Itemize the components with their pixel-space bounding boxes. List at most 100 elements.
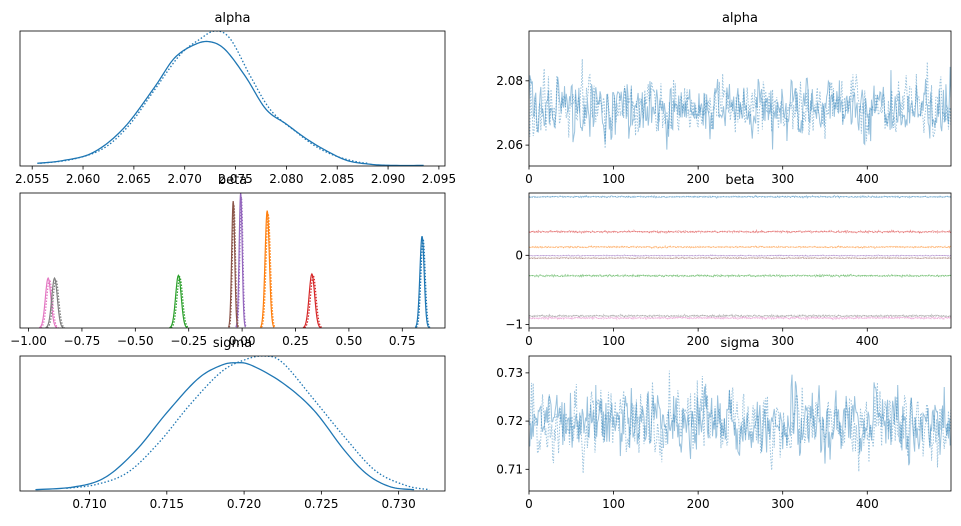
- beta-density-xtick-label: −0.25: [170, 334, 207, 348]
- sigma-density-plot-area: [35, 356, 430, 491]
- beta-density-xtick-label: −1.00: [10, 334, 47, 348]
- beta-trace-trace-1-dotted: [529, 229, 951, 235]
- beta-trace-plot-area: [529, 194, 951, 321]
- beta-trace-trace-0-solid: [529, 194, 951, 199]
- sigma-trace-panel: 0 100 200 300 400 0.71 0.72 0.73 sigma: [496, 336, 952, 511]
- beta-trace-trace-6-dotted: [529, 313, 951, 318]
- sigma-trace-xtick-label: 400: [856, 497, 879, 511]
- beta-trace-xtick-label: 0: [525, 334, 533, 348]
- beta-trace-trace-7-solid: [529, 315, 951, 321]
- alpha-density-xtick-label: 2.075: [218, 172, 252, 186]
- alpha-density-panel: 2.055 2.060 2.065 2.070 2.075 2.080 2.085 2.090…: [15, 11, 456, 186]
- beta-trace-trace-4-dotted: [529, 256, 951, 260]
- beta-trace-title: beta: [725, 173, 754, 188]
- alpha-density-xtick-label: 2.070: [168, 172, 202, 186]
- beta-trace-trace-1-solid: [529, 228, 951, 235]
- alpha-density-series-dotted: [40, 31, 368, 164]
- beta-density-peak-0-solid: [414, 236, 430, 328]
- sigma-trace-xtick-label: 300: [771, 497, 794, 511]
- alpha-trace-title: alpha: [722, 11, 758, 26]
- alpha-trace-xtick-label: 200: [687, 172, 710, 186]
- beta-density-peak-0-dotted: [415, 238, 431, 328]
- alpha-density-xtick-label: 2.055: [15, 172, 49, 186]
- alpha-density-xtick-label: 2.095: [422, 172, 456, 186]
- alpha-trace-plot-area: [529, 59, 951, 150]
- beta-density-peak-6-dotted: [40, 278, 59, 328]
- alpha-density-xtick-label: 2.080: [269, 172, 303, 186]
- beta-trace-trace-3-solid: [529, 254, 951, 257]
- beta-trace-trace-6-solid: [529, 313, 951, 319]
- sigma-trace-chain-solid: [529, 374, 951, 466]
- alpha-trace-xtick-label: 400: [856, 172, 879, 186]
- beta-density-peak-2-dotted: [170, 275, 189, 328]
- sigma-density-xtick-label: 0.710: [72, 497, 106, 511]
- alpha-density-plot-area: [37, 31, 424, 166]
- beta-density-plot-area: [39, 193, 431, 328]
- sigma-trace-plot-area: [529, 370, 951, 474]
- sigma-trace-xtick-label: 0: [525, 497, 533, 511]
- alpha-trace-xtick-label: 0: [525, 172, 533, 186]
- beta-density-frame: [19, 192, 446, 329]
- alpha-trace-chain-dotted: [529, 59, 951, 149]
- alpha-trace-frame: [528, 30, 952, 167]
- alpha-trace-panel: 0 100 200 300 400 2.06 2.08 alpha: [496, 11, 952, 186]
- beta-trace-trace-0-dotted: [529, 195, 951, 199]
- alpha-density-xtick-label: 2.085: [320, 172, 354, 186]
- alpha-density-series-solid: [37, 40, 424, 166]
- beta-density-xtick-label: −0.50: [117, 334, 154, 348]
- beta-trace-xtick-label: 400: [856, 334, 879, 348]
- beta-trace-ytick-label: 0: [515, 248, 523, 262]
- beta-density-peak-5-dotted: [228, 204, 240, 328]
- beta-density-peak-4-dotted: [236, 196, 247, 328]
- beta-trace-trace-7-dotted: [529, 314, 951, 321]
- sigma-density-xtick-label: 0.730: [381, 497, 415, 511]
- sigma-density-title: sigma: [213, 336, 252, 351]
- beta-density-peak-3-dotted: [304, 274, 323, 328]
- beta-trace-xtick-label: 300: [771, 334, 794, 348]
- sigma-trace-frame: [528, 355, 952, 492]
- beta-density-peak-3-solid: [302, 272, 322, 328]
- beta-density-xtick-label: −0.75: [64, 334, 101, 348]
- alpha-density-title: alpha: [214, 11, 250, 26]
- alpha-density-xtick-label: 2.090: [371, 172, 405, 186]
- beta-density-panel: −1.00 −0.75 −0.50 −0.25 0.00 0.25 0.50 0.75 beta: [10, 173, 446, 348]
- beta-trace-trace-2-dotted: [529, 245, 951, 250]
- sigma-trace-chain-dotted: [529, 370, 951, 474]
- alpha-trace-ytick-label: 2.08: [496, 74, 523, 88]
- beta-density-xtick-label: 0.75: [389, 334, 416, 348]
- sigma-density-series-solid: [35, 362, 415, 491]
- beta-trace-frame: [528, 192, 952, 329]
- sigma-density-panel: 0.710 0.715 0.720 0.725 0.730 sigma: [19, 336, 446, 511]
- beta-trace-trace-5-dotted: [529, 273, 951, 278]
- beta-density-xtick-label: 0.00: [229, 334, 256, 348]
- sigma-trace-title: sigma: [720, 336, 759, 351]
- sigma-trace-xtick-label: 200: [687, 497, 710, 511]
- sigma-trace-ytick-label: 0.72: [496, 414, 523, 428]
- sigma-density-series-dotted: [66, 356, 430, 491]
- beta-trace-xtick-label: 200: [687, 334, 710, 348]
- beta-density-peak-1-solid: [259, 210, 275, 328]
- beta-trace-trace-5-solid: [529, 273, 951, 279]
- beta-density-peak-2-solid: [169, 274, 188, 328]
- alpha-density-xtick-label: 2.060: [66, 172, 100, 186]
- alpha-trace-ytick-label: 2.06: [496, 138, 523, 152]
- alpha-trace-chain-solid: [529, 66, 951, 150]
- sigma-density-xtick-label: 0.720: [227, 497, 261, 511]
- alpha-trace-xtick-label: 100: [602, 172, 625, 186]
- beta-density-peak-6-solid: [39, 276, 58, 328]
- beta-density-peak-7-solid: [45, 276, 64, 328]
- beta-trace-xtick-label: 100: [602, 334, 625, 348]
- alpha-density-xtick-label: 2.065: [117, 172, 151, 186]
- sigma-trace-ytick-label: 0.71: [496, 462, 523, 476]
- sigma-density-xtick-label: 0.725: [304, 497, 338, 511]
- sigma-trace-xtick-label: 100: [602, 497, 625, 511]
- sigma-density-frame: [19, 355, 446, 492]
- beta-trace-trace-2-solid: [529, 245, 951, 250]
- beta-density-title: beta: [218, 173, 247, 188]
- sigma-density-xtick-label: 0.715: [150, 497, 184, 511]
- beta-density-xtick-label: 0.50: [336, 334, 363, 348]
- beta-trace-ytick-label: −1: [505, 318, 523, 332]
- beta-trace-trace-4-solid: [529, 256, 951, 260]
